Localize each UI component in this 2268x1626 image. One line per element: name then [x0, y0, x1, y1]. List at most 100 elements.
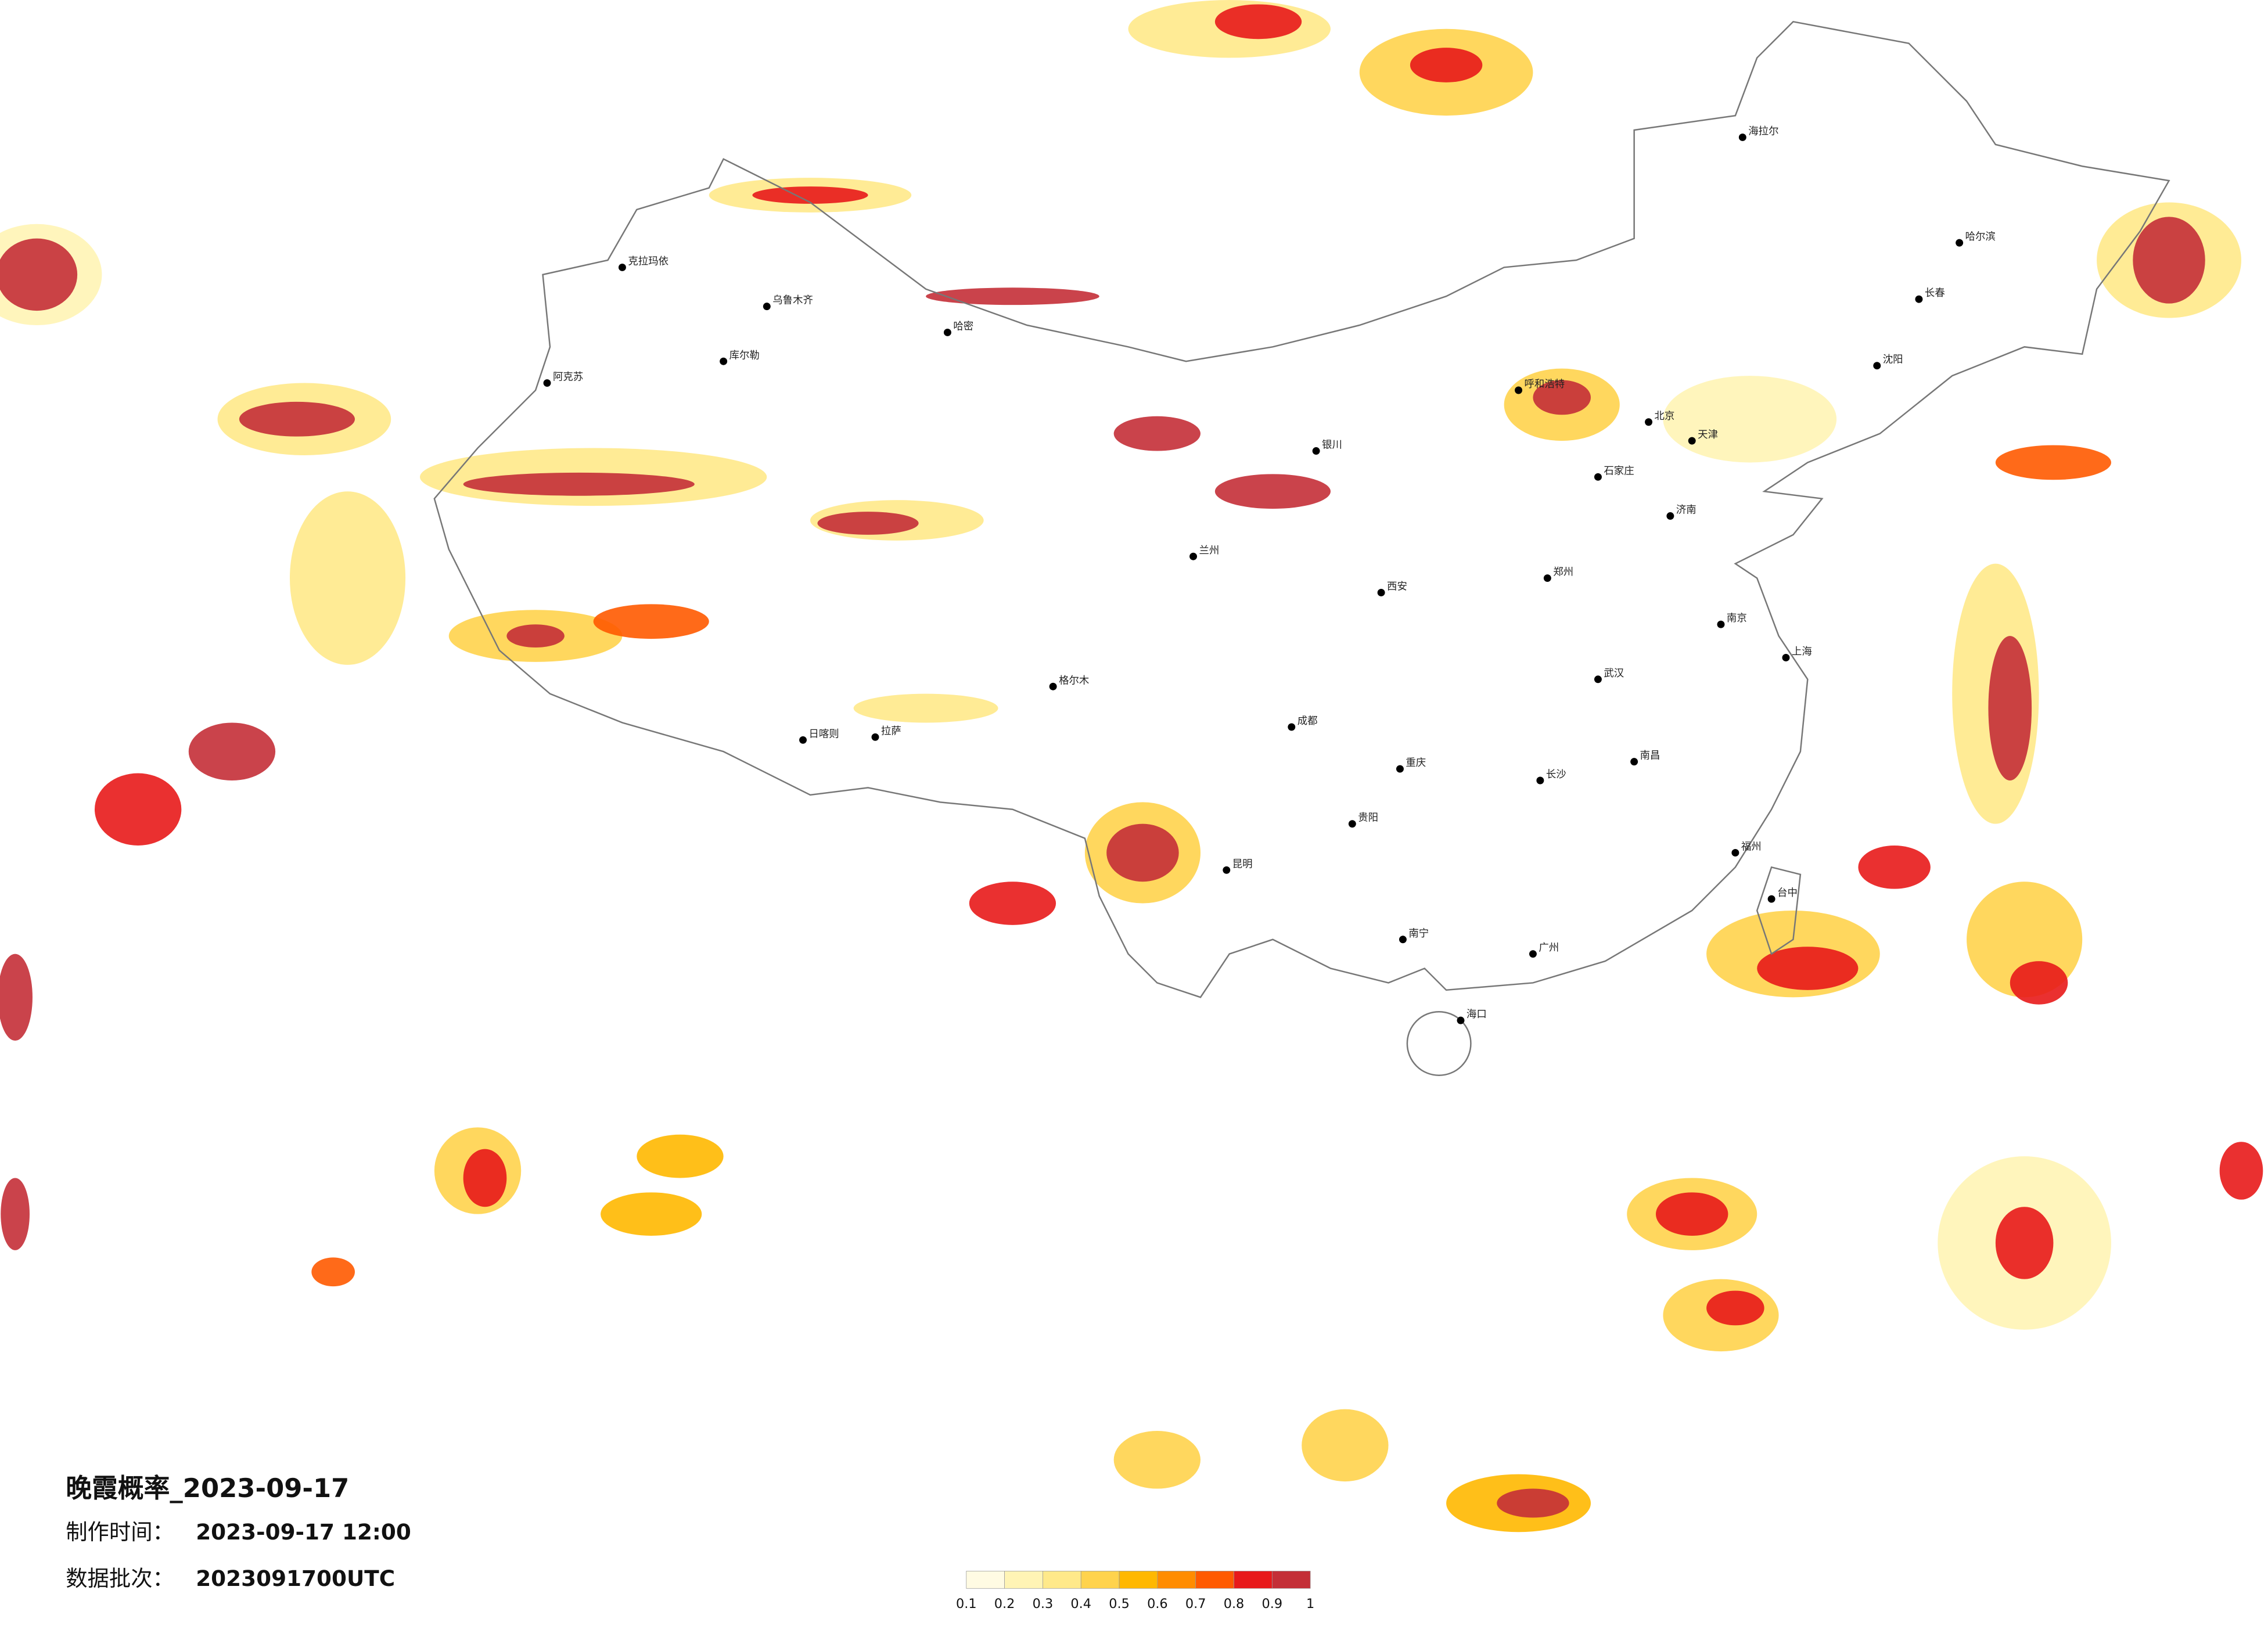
city-dot	[1288, 723, 1296, 731]
colorbar-tick-label: 0.2	[994, 1596, 1015, 1611]
city-label: 南京	[1727, 613, 1747, 624]
colorbar-tick-label: 0.4	[1070, 1596, 1091, 1611]
city-dot	[763, 303, 771, 311]
city-dot	[1594, 675, 1602, 684]
probability-patch	[601, 1192, 702, 1236]
city-label: 北京	[1655, 411, 1675, 422]
colorbar-box	[966, 1571, 1005, 1589]
probability-patch	[94, 773, 182, 846]
probability-patch	[637, 1134, 724, 1178]
probability-patch	[506, 624, 565, 648]
probability-patch	[1706, 1290, 1764, 1326]
probability-patch	[1214, 474, 1331, 509]
city-label: 天津	[1698, 429, 1718, 441]
city-dot	[1189, 552, 1198, 560]
colorbar-box	[1119, 1571, 1158, 1589]
probability-patch	[1858, 846, 1931, 889]
probability-patch	[1988, 636, 2032, 780]
city-dot	[1666, 512, 1674, 520]
city-dot	[1396, 765, 1404, 773]
colorbar-box	[1043, 1571, 1081, 1589]
country-border	[433, 20, 2170, 998]
colorbar-tick-label: 1	[1306, 1596, 1314, 1611]
colorbar-tick-label: 0.9	[1262, 1596, 1283, 1611]
probability-patch	[926, 287, 1099, 305]
city-dot	[1873, 362, 1881, 370]
city-dot	[1223, 866, 1231, 874]
city-dot	[943, 328, 951, 336]
island-border	[1756, 866, 1802, 955]
city-label: 重庆	[1406, 757, 1426, 769]
probability-patch	[0, 954, 33, 1041]
probability-patch	[1214, 4, 1302, 39]
probability-field	[0, 0, 2263, 1533]
city-dot	[1515, 386, 1523, 394]
probability-patch	[463, 1149, 507, 1207]
probability-patch	[817, 512, 919, 535]
city-label: 广州	[1539, 942, 1559, 954]
probability-patch	[0, 238, 78, 311]
city-dot	[1457, 1016, 1465, 1024]
city-dot	[1767, 895, 1775, 903]
city-label: 兰州	[1199, 545, 1220, 556]
city-label: 哈尔滨	[1965, 231, 1996, 243]
batch: 2023091700UTC	[196, 1566, 395, 1591]
city-dot	[1956, 239, 1964, 247]
colorbar-tick-label: 0.8	[1224, 1596, 1245, 1611]
city-dot	[1738, 133, 1746, 141]
city-label: 南宁	[1408, 928, 1429, 940]
probability-patch	[1106, 823, 1179, 882]
city-dot	[1399, 936, 1407, 944]
probability-patch	[2010, 961, 2068, 1005]
city-dot	[1645, 418, 1653, 426]
city-label: 长沙	[1546, 769, 1566, 780]
city-label: 海拉尔	[1748, 125, 1778, 137]
city-dot	[1543, 574, 1551, 582]
city-dot	[720, 357, 728, 365]
city-dot	[799, 736, 807, 744]
city-dot	[1731, 848, 1739, 857]
city-label: 成都	[1297, 715, 1318, 727]
probability-patch	[289, 491, 406, 665]
probability-patch	[1995, 445, 2111, 480]
made-time: 2023-09-17 12:00	[196, 1519, 411, 1545]
probability-patch	[1, 1178, 30, 1250]
city-dot	[543, 379, 551, 387]
city-label: 银川	[1322, 440, 1342, 451]
probability-patch	[188, 722, 276, 780]
probability-patch	[2133, 217, 2205, 304]
probability-patch	[1302, 1409, 1389, 1482]
probability-patch	[969, 882, 1056, 925]
colorbar-tick-label: 0.3	[1033, 1596, 1054, 1611]
city-dot	[1688, 437, 1696, 445]
city-label: 日喀则	[809, 728, 839, 740]
colorbar-box	[1195, 1571, 1234, 1589]
probability-patch	[1757, 947, 1859, 990]
city-dot	[1049, 682, 1057, 690]
city-label: 武汉	[1604, 668, 1624, 679]
city-label: 济南	[1676, 505, 1696, 516]
probability-patch	[2219, 1142, 2263, 1200]
city-label: 乌鲁木齐	[772, 295, 813, 307]
city-dot	[1529, 950, 1537, 958]
probability-patch	[1655, 1192, 1728, 1236]
city-label: 福州	[1741, 841, 1762, 852]
city-label: 西安	[1387, 581, 1407, 592]
city-dot	[871, 733, 879, 741]
city-dot	[1312, 447, 1320, 455]
colorbar-tick-label: 0.5	[1109, 1596, 1130, 1611]
probability-patch	[593, 604, 709, 639]
city-label: 海口	[1467, 1009, 1487, 1020]
probability-patch	[1113, 416, 1201, 451]
city-label: 沈阳	[1883, 354, 1903, 366]
city-label: 阿克苏	[553, 372, 583, 383]
probability-patch	[463, 472, 695, 496]
colorbar-box	[1004, 1571, 1043, 1589]
batch-label: 数据批次：	[66, 1566, 174, 1591]
city-label: 呼和浩特	[1525, 379, 1565, 390]
city-dot	[1782, 653, 1790, 661]
city-label: 库尔勒	[729, 350, 760, 361]
city-label: 郑州	[1553, 567, 1573, 578]
